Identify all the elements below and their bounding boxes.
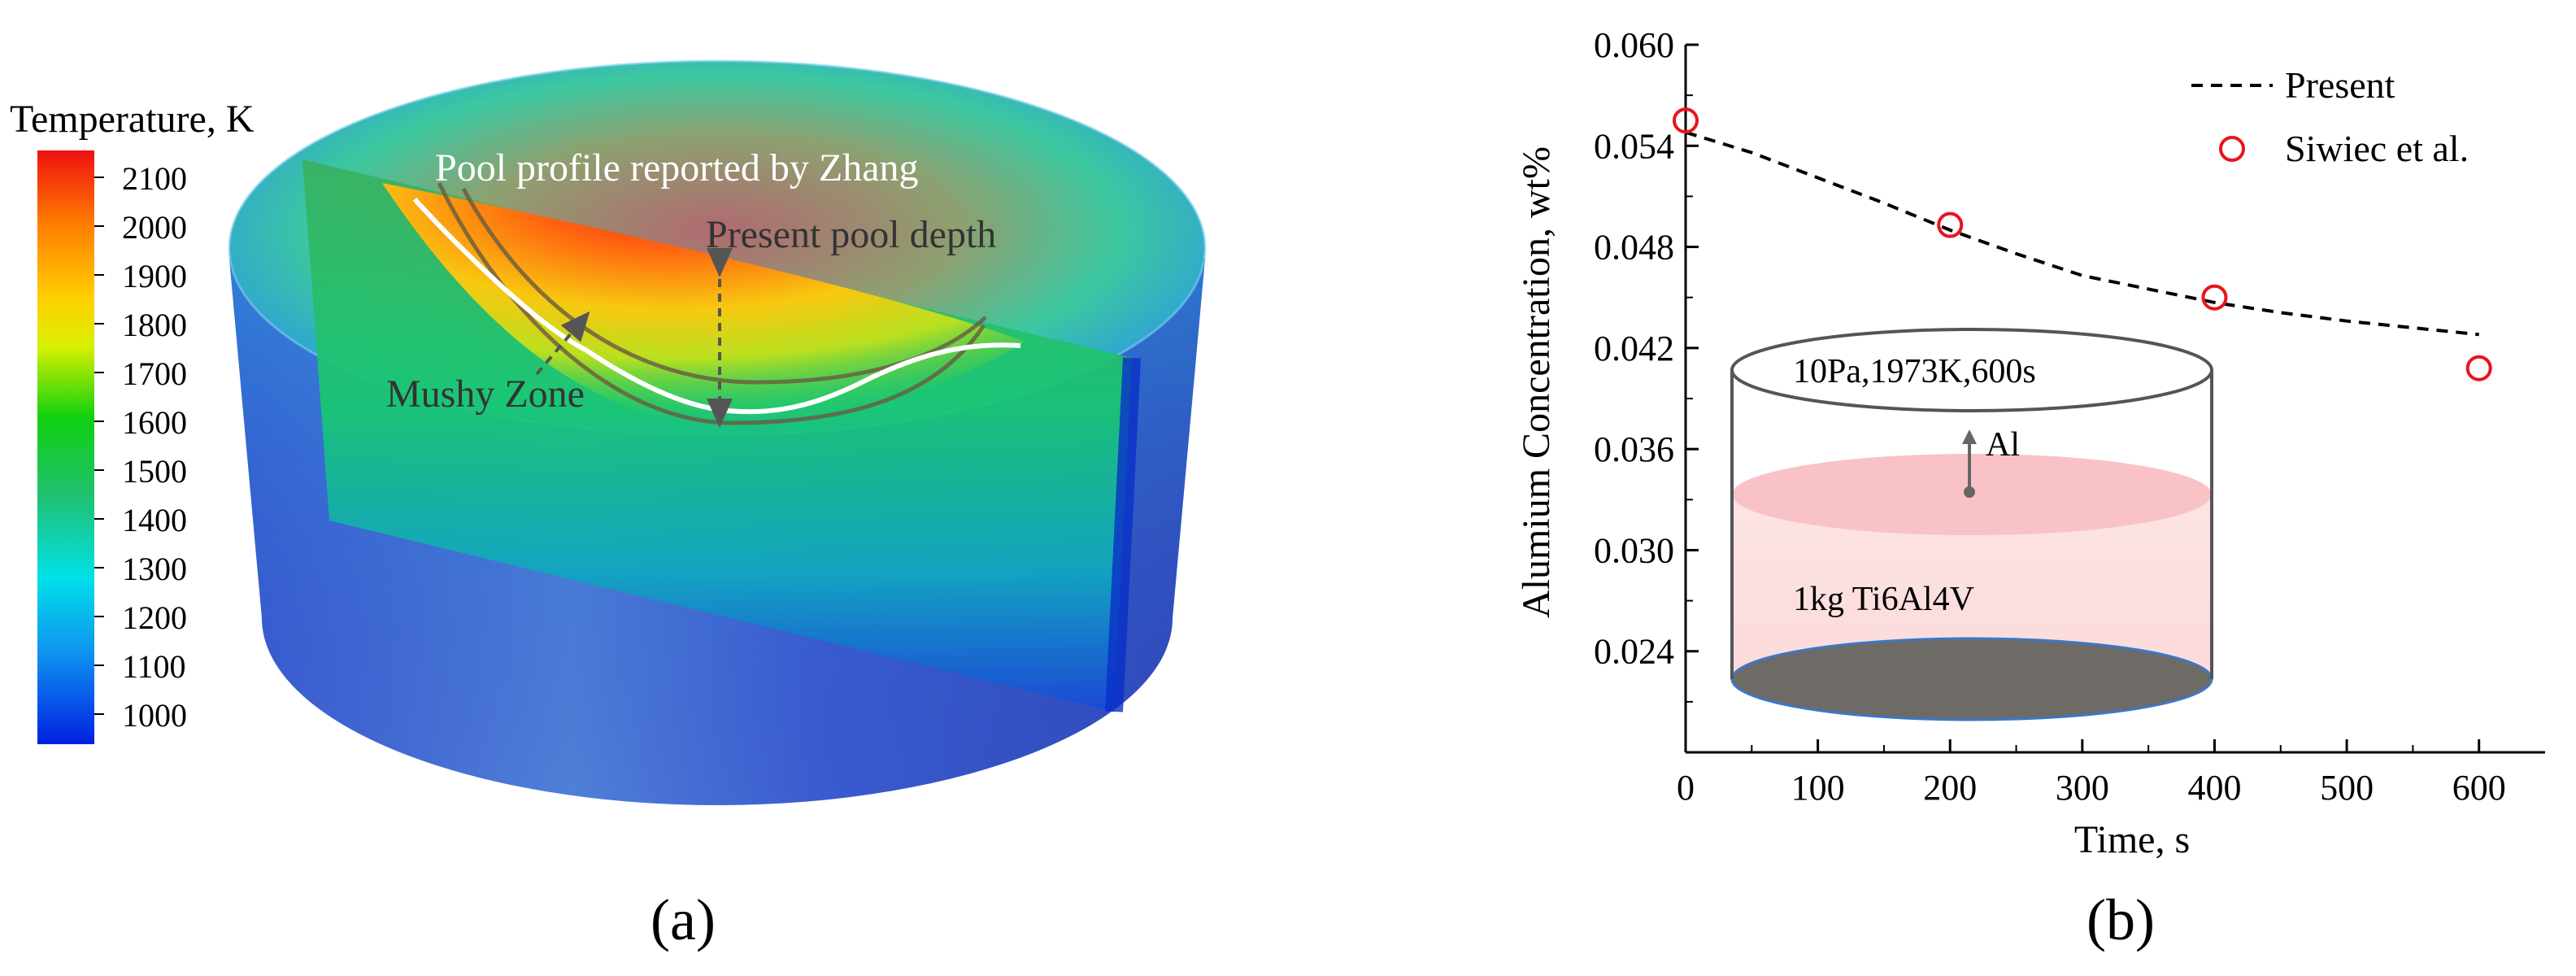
inset-crucible: 10Pa,1973K,600s Al 1kg Ti6Al4V bbox=[1730, 328, 2213, 721]
colorbar-ticks: 2100 2000 1900 1800 1700 1600 1500 1400 1300 1200… bbox=[94, 160, 187, 734]
colorbar-tick-label: 2000 bbox=[122, 209, 187, 246]
x-tick-label: 200 bbox=[1923, 768, 1977, 808]
y-tick-label: 0.030 bbox=[1594, 530, 1674, 570]
siwiec-point bbox=[1673, 107, 1699, 134]
melt-pool bbox=[382, 183, 1025, 423]
x-tick-label: 300 bbox=[2056, 768, 2109, 808]
x-tick-label: 500 bbox=[2320, 768, 2374, 808]
x-tick-label: 400 bbox=[2187, 768, 2241, 808]
panel-a: Temperature, K 2100 2000 1900 1800 1700 1600 1… bbox=[10, 59, 1207, 952]
y-tick-label: 0.060 bbox=[1594, 25, 1674, 65]
colorbar-tick-label: 1600 bbox=[122, 404, 187, 441]
annotation-mushy-zone: Mushy Zone bbox=[386, 373, 585, 416]
legend-siwiec-label: Siwiec et al. bbox=[2285, 128, 2469, 169]
section-plane-edge bbox=[1105, 357, 1141, 712]
y-tick-label: 0.054 bbox=[1594, 126, 1674, 166]
legend-siwiec-marker bbox=[2219, 136, 2245, 162]
colorbar-tick-label: 1100 bbox=[122, 648, 186, 685]
colorbar-title: Temperature, K bbox=[10, 98, 255, 141]
colorbar-tick-label: 1700 bbox=[122, 355, 187, 392]
axis-ticks: 0 100 200 300 400 500 600 0.024 0.030 0.036 0.042 0… bbox=[1594, 25, 2506, 808]
mushy-zone-arrow bbox=[535, 311, 590, 376]
series-siwiec-points bbox=[1673, 107, 2492, 381]
y-tick-label: 0.042 bbox=[1594, 329, 1674, 368]
annotation-pool-depth: Present pool depth bbox=[706, 213, 996, 256]
colorbar-tick-label: 1400 bbox=[122, 502, 187, 538]
panel-b: 10Pa,1973K,600s Al 1kg Ti6Al4V 0 100 200 30… bbox=[1515, 25, 2545, 952]
inset-crucible-bottom bbox=[1730, 637, 2213, 721]
panel-b-label: (b) bbox=[2086, 887, 2155, 952]
colorbar-tick-label: 1300 bbox=[122, 551, 187, 587]
siwiec-point bbox=[2201, 284, 2228, 311]
colorbar-tick-label: 2100 bbox=[122, 160, 187, 197]
inset-conditions: 10Pa,1973K,600s bbox=[1793, 353, 2036, 390]
colorbar-tick-label: 1900 bbox=[122, 258, 187, 294]
colorbar-tick-label: 1800 bbox=[122, 307, 187, 343]
inset-element-label: Al bbox=[1986, 426, 2020, 464]
inset-crucible-top bbox=[1730, 328, 2213, 412]
legend-present-label: Present bbox=[2285, 64, 2395, 106]
inset-al-arrowhead bbox=[1962, 429, 1977, 444]
y-tick-label: 0.024 bbox=[1594, 632, 1674, 672]
x-tick-label: 600 bbox=[2452, 768, 2506, 808]
x-axis-label: Time, s bbox=[2074, 818, 2190, 861]
series-present-line bbox=[1685, 130, 2479, 337]
legend: Present Siwiec et al. bbox=[2191, 64, 2469, 169]
siwiec-point bbox=[1937, 211, 1964, 238]
inset-material-label: 1kg Ti6Al4V bbox=[1793, 581, 1974, 618]
panel-a-label: (a) bbox=[651, 887, 716, 952]
y-tick-label: 0.048 bbox=[1594, 228, 1674, 268]
colorbar bbox=[37, 150, 94, 744]
x-tick-label: 0 bbox=[1677, 768, 1695, 808]
colorbar-tick-label: 1000 bbox=[122, 697, 187, 734]
x-tick-label: 100 bbox=[1791, 768, 1845, 808]
y-tick-label: 0.036 bbox=[1594, 429, 1674, 469]
y-axis-label: Alumium Concentration, wt% bbox=[1515, 146, 1558, 618]
inset-al-dot bbox=[1964, 486, 1975, 498]
annotation-pool-profile: Pool profile reported by Zhang bbox=[435, 146, 919, 190]
colorbar-tick-label: 1200 bbox=[122, 599, 187, 636]
siwiec-point bbox=[2465, 355, 2492, 381]
colorbar-tick-label: 1500 bbox=[122, 453, 187, 490]
